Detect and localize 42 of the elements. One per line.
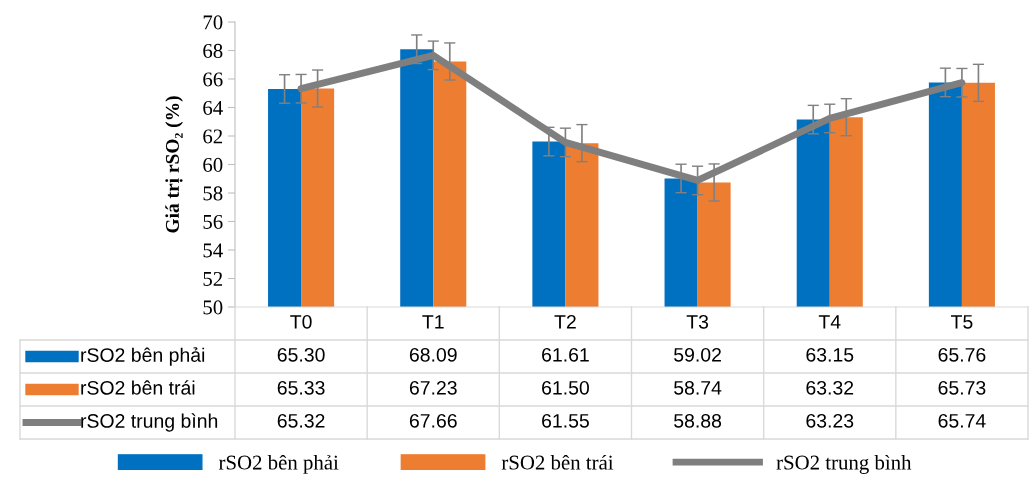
y-tick-label: 56	[203, 214, 223, 229]
text: rSO2 bên trái	[81, 380, 195, 395]
text: rSO2 trung bình	[776, 454, 912, 474]
text: rSO2 bên phải	[81, 347, 205, 366]
y-tick-label: 58	[203, 186, 223, 201]
legend-label: rSO2 bên phải	[218, 454, 339, 474]
x-tick-label: T2	[554, 314, 576, 329]
y-axis-title: Giá trị rSO₂ (%)	[165, 96, 183, 233]
data-label: 63.15	[806, 347, 854, 362]
y-tick-label: 64	[203, 100, 223, 115]
y-tick-label: 52	[203, 271, 223, 286]
x-tick-label: T3	[686, 314, 709, 329]
y-tick-label: 50	[203, 300, 223, 315]
y-tick-label: 54	[203, 243, 223, 258]
y-tick-label: 62	[203, 129, 223, 144]
data-label: 58.88	[674, 413, 722, 428]
data-label: 65.73	[938, 380, 986, 395]
data-label: 59.02	[674, 347, 721, 362]
data-label: 63.32	[806, 380, 854, 395]
data-label: 67.23	[409, 380, 457, 395]
data-label: 61.50	[542, 380, 589, 395]
data-label: 65.76	[938, 347, 986, 362]
data-label: 63.23	[806, 413, 854, 428]
data-label: 65.33	[277, 380, 325, 395]
data-label: 65.30	[277, 347, 325, 362]
y-tick-label: 68	[203, 43, 223, 58]
x-tick-label: T5	[951, 315, 973, 329]
data-label: 68.09	[409, 347, 457, 362]
data-label: 61.61	[542, 347, 589, 362]
legend-label: rSO2 trung bình	[81, 413, 218, 432]
x-tick-label: T1	[422, 315, 444, 329]
y-tick-label: 66	[203, 72, 223, 87]
x-tick-label: T0	[290, 314, 312, 329]
x-tick-label: T4	[818, 315, 841, 329]
data-label: 65.32	[277, 413, 325, 428]
y-tick-label: 60	[203, 157, 223, 172]
data-label: 65.74	[938, 413, 986, 428]
data-label: 61.55	[542, 413, 589, 428]
y-tick-label: 70	[203, 15, 223, 30]
data-label: 58.74	[674, 380, 722, 395]
data-label: 67.66	[409, 413, 457, 428]
legend-label: rSO2 bên trái	[501, 454, 614, 470]
